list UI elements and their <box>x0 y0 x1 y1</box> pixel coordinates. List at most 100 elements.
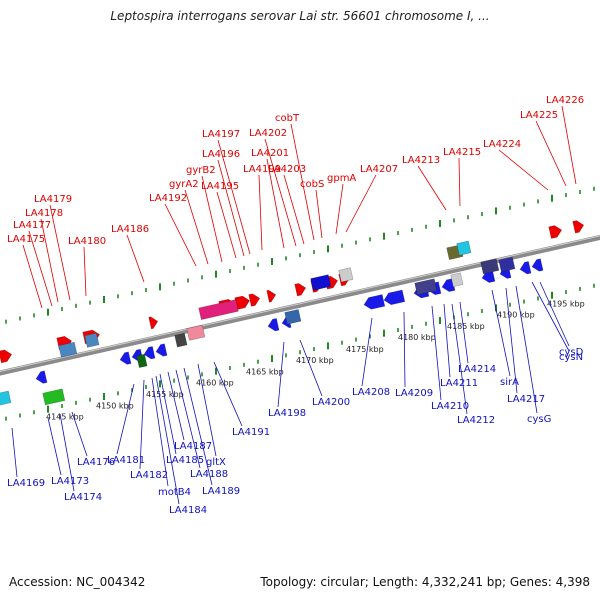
reverse-gene-leader <box>116 383 135 455</box>
feature-box-shape <box>186 324 206 341</box>
forward-gene-arrow-shape <box>148 316 159 330</box>
reverse-gene-arrow <box>531 258 544 272</box>
reverse-gene-leader <box>71 411 88 457</box>
scale-label: 4145 kbp <box>46 413 84 422</box>
feature-box <box>498 256 516 273</box>
scale-label: 4180 kbp <box>398 333 436 342</box>
reverse-gene-label: LA4185 <box>166 455 204 466</box>
reverse-gene-leader <box>299 339 323 397</box>
reverse-gene-label: sirA <box>500 377 519 388</box>
reverse-gene-arrow <box>441 278 456 292</box>
reverse-gene-leader <box>159 373 177 455</box>
feature-box <box>310 274 332 291</box>
forward-gene-arrow-shape <box>248 293 261 307</box>
reverse-gene-arrow <box>155 343 168 357</box>
forward-gene-leader <box>498 149 549 191</box>
forward-gene-leader <box>264 138 297 247</box>
forward-gene-label: LA4196 <box>202 149 240 160</box>
forward-gene-arrow <box>0 349 13 364</box>
forward-gene-label: LA4201 <box>251 148 289 159</box>
reverse-gene-leader <box>167 371 185 441</box>
forward-gene-label: cobS <box>300 179 324 190</box>
reverse-gene-arrow <box>143 346 156 360</box>
forward-gene-label: LA4178 <box>25 208 63 219</box>
reverse-gene-arrow <box>383 289 406 306</box>
feature-box-shape <box>450 272 464 288</box>
scale-label: 4155 kbp <box>146 390 184 399</box>
scale-label: 4175 kbp <box>346 345 384 354</box>
forward-gene-leader <box>535 120 567 187</box>
forward-gene-arrow <box>266 289 277 303</box>
feature-box-shape <box>0 390 12 407</box>
forward-gene-label: LA4207 <box>360 164 398 175</box>
scale-label: 4150 kbp <box>96 401 134 410</box>
scale-label: 4190 kbp <box>497 311 535 320</box>
forward-gene-label: LA4213 <box>402 155 440 166</box>
reverse-gene-leader <box>505 287 518 394</box>
reverse-gene-label: cysD <box>559 347 584 358</box>
reverse-gene-leader <box>47 417 62 476</box>
reverse-gene-arrow <box>519 261 532 275</box>
reverse-gene-arrow-shape <box>519 261 532 275</box>
forward-gene-leader <box>184 189 209 265</box>
reverse-gene-label: LA4188 <box>190 469 228 480</box>
reverse-gene-arrow <box>119 351 132 365</box>
reverse-gene-leader <box>361 317 373 387</box>
forward-gene-arrow-shape <box>294 283 307 297</box>
reverse-gene-label: LA4187 <box>174 441 212 452</box>
forward-gene-label: LA4175 <box>7 234 45 245</box>
forward-gene-arrow <box>572 220 585 234</box>
scale-label: 4160 kbp <box>196 379 234 388</box>
forward-gene-leader <box>22 244 43 309</box>
reverse-gene-leader <box>491 289 511 377</box>
forward-gene-leader <box>266 158 285 249</box>
reverse-gene-leader <box>59 413 75 492</box>
forward-gene-leader <box>458 157 461 207</box>
feature-box-shape <box>456 240 472 256</box>
accession-label: Accession: NC_004342 <box>9 575 146 589</box>
forward-gene-leader <box>201 175 223 263</box>
feature-box-shape <box>136 353 148 369</box>
feature-box-shape <box>338 267 354 283</box>
reverse-gene-arrow-shape <box>119 351 132 365</box>
feature-box-shape <box>310 274 332 291</box>
forward-gene-leader <box>417 165 447 211</box>
feature-box <box>174 332 188 348</box>
feature-box-shape <box>198 299 239 321</box>
feature-box-shape <box>414 278 438 296</box>
forward-gene-label: LA4203 <box>268 164 306 175</box>
reverse-gene-arrow-shape <box>441 278 456 292</box>
feature-box-shape <box>480 258 500 275</box>
feature-box <box>198 299 239 321</box>
map-title: Leptospira interrogans serovar Lai str. … <box>110 9 490 23</box>
forward-gene-label: LA4179 <box>34 194 72 205</box>
reverse-gene-arrow-shape <box>363 294 386 310</box>
reverse-gene-arrow <box>35 370 48 384</box>
forward-gene-arrow-shape <box>548 225 563 239</box>
feature-box-shape <box>174 332 188 348</box>
forward-gene-label: LA4177 <box>13 220 51 231</box>
reverse-gene-arrow-shape <box>35 370 48 384</box>
forward-gene-label: LA4224 <box>483 139 521 150</box>
reverse-gene-label: LA4209 <box>395 388 433 399</box>
forward-gene-leader <box>126 234 145 283</box>
feature-box <box>136 353 148 369</box>
reverse-gene-label: cysN <box>559 352 583 363</box>
reverse-gene-arrow-shape <box>143 346 156 360</box>
forward-gene-leader <box>290 123 315 241</box>
feature-box <box>0 390 12 407</box>
forward-gene-label: LA4215 <box>443 147 481 158</box>
forward-gene-leader <box>216 191 237 259</box>
feature-box <box>58 341 78 358</box>
reverse-gene-leader <box>431 305 442 401</box>
reverse-gene-label: cysG <box>527 414 551 425</box>
feature-box-shape <box>84 332 100 348</box>
reverse-gene-label: LA4214 <box>458 364 496 375</box>
forward-gene-label: LA4199 <box>243 164 281 175</box>
reverse-gene-leader <box>403 311 406 388</box>
forward-gene-leader <box>164 203 197 267</box>
reverse-gene-label: LA4208 <box>352 387 390 398</box>
reverse-gene-leader <box>139 379 145 470</box>
reverse-gene-leader <box>443 303 451 378</box>
